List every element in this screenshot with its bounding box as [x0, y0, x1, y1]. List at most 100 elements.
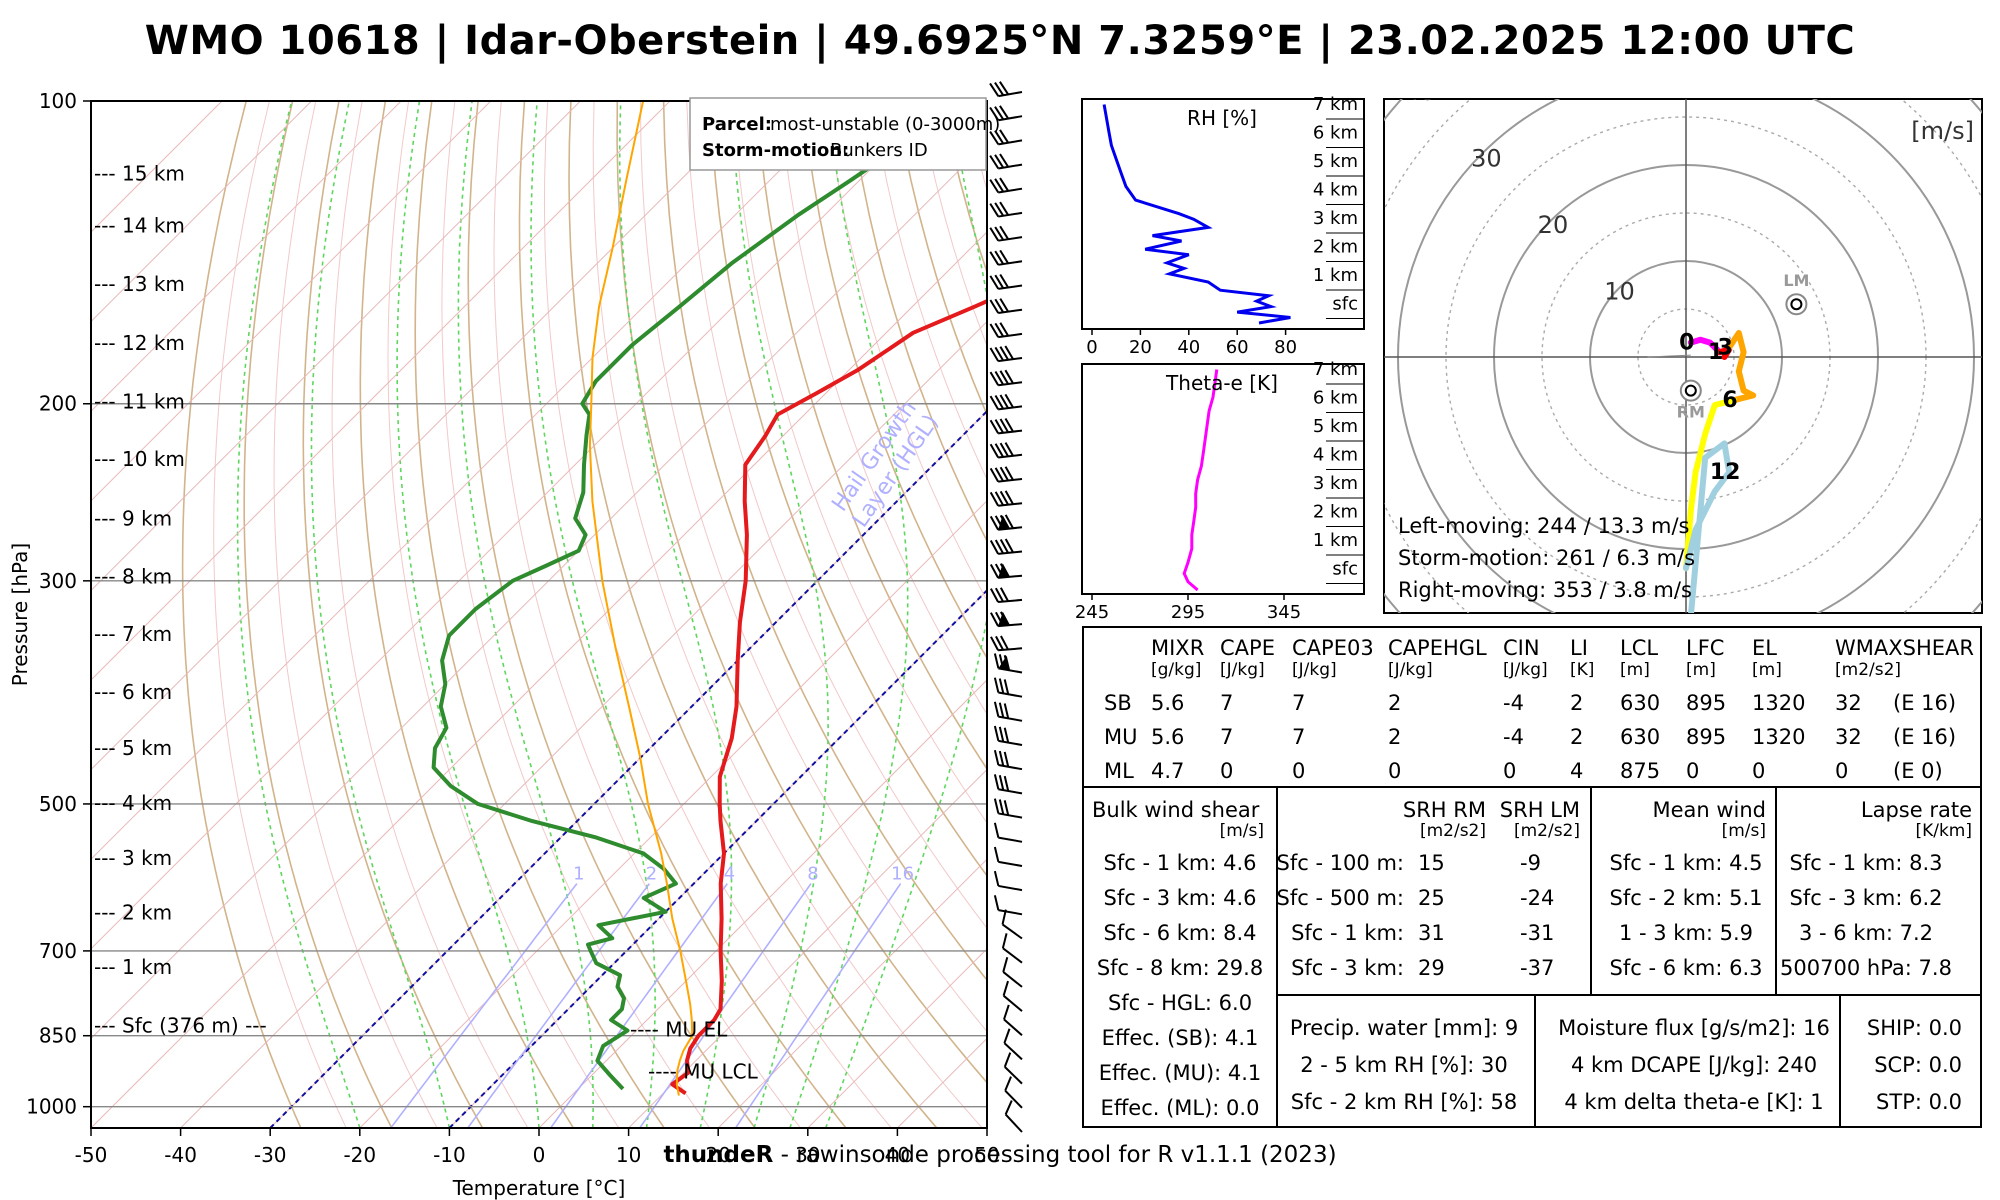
bulk-shear-row: Effec. (ML): 0.0: [1100, 1096, 1260, 1120]
table-cell: 1320: [1752, 691, 1806, 715]
table-cell: 32: [1835, 725, 1862, 749]
barb-feather: [989, 419, 1000, 434]
column-header: LCL: [1620, 636, 1659, 660]
column-header: EL: [1752, 636, 1777, 660]
column-unit: [m2/s2]: [1835, 660, 1902, 680]
rh-height-label: 1 km: [1313, 265, 1358, 286]
theta-e-height-label: 6 km: [1313, 388, 1358, 409]
column-unit: [J/kg]: [1220, 660, 1265, 680]
barb-feather: [993, 701, 1000, 717]
dry-adiabat: [755, 101, 987, 771]
dry-adiabat: [181, 101, 302, 1128]
isotherm: [180, 320, 987, 1128]
lapse-rate-row: Sfc - 1 km: 8.3: [1789, 851, 1943, 875]
hodograph-height-marker: 0: [1679, 331, 1694, 356]
barb-feather: [1003, 800, 1010, 816]
barb-feather: [994, 467, 1004, 482]
table-cell: 895: [1686, 725, 1727, 749]
height-label: --- 11 km: [94, 390, 185, 414]
moist-adiabat: [618, 101, 733, 1128]
wind-barb: [993, 653, 1023, 674]
isotherm: [717, 858, 987, 1128]
barb-shaft: [998, 909, 1023, 916]
isotherm: [91, 101, 940, 950]
isotherm: [91, 101, 671, 681]
composite-row: SHIP: 0.0: [1866, 1016, 1962, 1040]
barb-feather: [994, 370, 1005, 386]
barb-feather: [993, 677, 1000, 693]
theta-e-line: [1182, 369, 1219, 592]
theta-e-height-label: 5 km: [1313, 416, 1358, 437]
barb-feather: [998, 775, 1005, 791]
barb-shaft: [998, 691, 1023, 698]
isotherm: [269, 410, 987, 1128]
y-tick-label: 200: [39, 392, 77, 416]
srh-rm-value: 15: [1418, 851, 1445, 875]
barb-feather: [994, 178, 1005, 193]
bulk-shear-row: Effec. (MU): 4.1: [1098, 1061, 1262, 1085]
barb-feather: [998, 750, 1005, 767]
wind-barb: [993, 870, 1023, 892]
barb-feather: [1002, 980, 1009, 996]
barb-feather: [994, 491, 1004, 506]
isotherm: [628, 768, 987, 1128]
height-label: --- 14 km: [94, 214, 185, 238]
barb-feather: [994, 322, 1005, 337]
height-label: --- 7 km: [94, 622, 172, 646]
theta-e-x-tick-label: 295: [1171, 602, 1205, 623]
hodograph-height-marker: 1: [1708, 340, 1723, 365]
barb-feather: [999, 370, 1009, 385]
footer-text: - rawinsonde processing tool for R v1.1.…: [773, 1142, 1337, 1168]
barb-feather: [989, 82, 1000, 97]
bulk-shear-row: Sfc - 1 km: 4.6: [1103, 851, 1257, 875]
barb-feather: [999, 490, 1009, 506]
srh-rm-unit: [m2/s2]: [1419, 821, 1486, 841]
isotherm: [449, 589, 987, 1128]
hodograph-grey-seg: [1647, 354, 1691, 358]
table-cell: 0: [1686, 759, 1700, 783]
barb-feather: [989, 299, 1000, 314]
barb-shaft: [998, 667, 1023, 674]
skewt-frame: [90, 100, 988, 1129]
barb-feather: [1004, 417, 1014, 433]
mixing-ratio-line: [639, 883, 812, 1128]
wind-barb: [989, 490, 1023, 507]
footer-brand: thundeR: [663, 1142, 774, 1168]
isotherm: [91, 101, 760, 771]
wind-barb: [989, 345, 1023, 363]
barb-feather: [994, 130, 1005, 145]
mean-wind-row: Sfc - 6 km: 6.3: [1609, 956, 1763, 980]
barb-feather: [994, 298, 1005, 313]
mean-wind-unit: [m/s]: [1721, 821, 1766, 841]
rh-height-label: 3 km: [1313, 208, 1358, 229]
barb-feather: [999, 587, 1009, 602]
wind-barb: [993, 846, 1023, 867]
rh-height-label: 7 km: [1313, 94, 1358, 115]
bulk-shear-unit: [m/s]: [1219, 821, 1264, 841]
hodograph-height-marker: 3: [1718, 335, 1733, 360]
height-label: --- 1 km: [94, 955, 172, 979]
mean-wind-row: Sfc - 2 km: 5.1: [1609, 886, 1763, 910]
profile-dewpoint: [431, 101, 976, 1091]
height-label: --- 4 km: [94, 791, 172, 815]
mixing-ratio-line: [549, 883, 728, 1128]
height-label: --- 2 km: [94, 900, 172, 924]
table-cell: 0: [1292, 759, 1306, 783]
theta-e-frame: [1081, 363, 1365, 595]
bulk-shear-row: Sfc - 8 km: 29.8: [1096, 956, 1264, 980]
hodograph: 10 20 30 40 0 13 6 12 LM RM [m/s] Left-moving: 24…: [1383, 98, 1983, 614]
barb-feather: [994, 250, 1005, 265]
barb-feather: [1004, 1100, 1013, 1115]
wind-barb: [989, 322, 1023, 339]
table-cell: 7: [1292, 691, 1306, 715]
dry-adiabat: [302, 101, 484, 1128]
barb-feather: [1004, 1076, 1012, 1092]
wind-barb: [1004, 1100, 1023, 1133]
barb-feather: [994, 106, 1005, 120]
column-unit: [K]: [1570, 660, 1595, 680]
barb-feather: [1004, 514, 1014, 529]
dry-adiabat: [662, 101, 987, 982]
barb-feather: [989, 588, 999, 603]
barb-feather: [1001, 933, 1008, 949]
